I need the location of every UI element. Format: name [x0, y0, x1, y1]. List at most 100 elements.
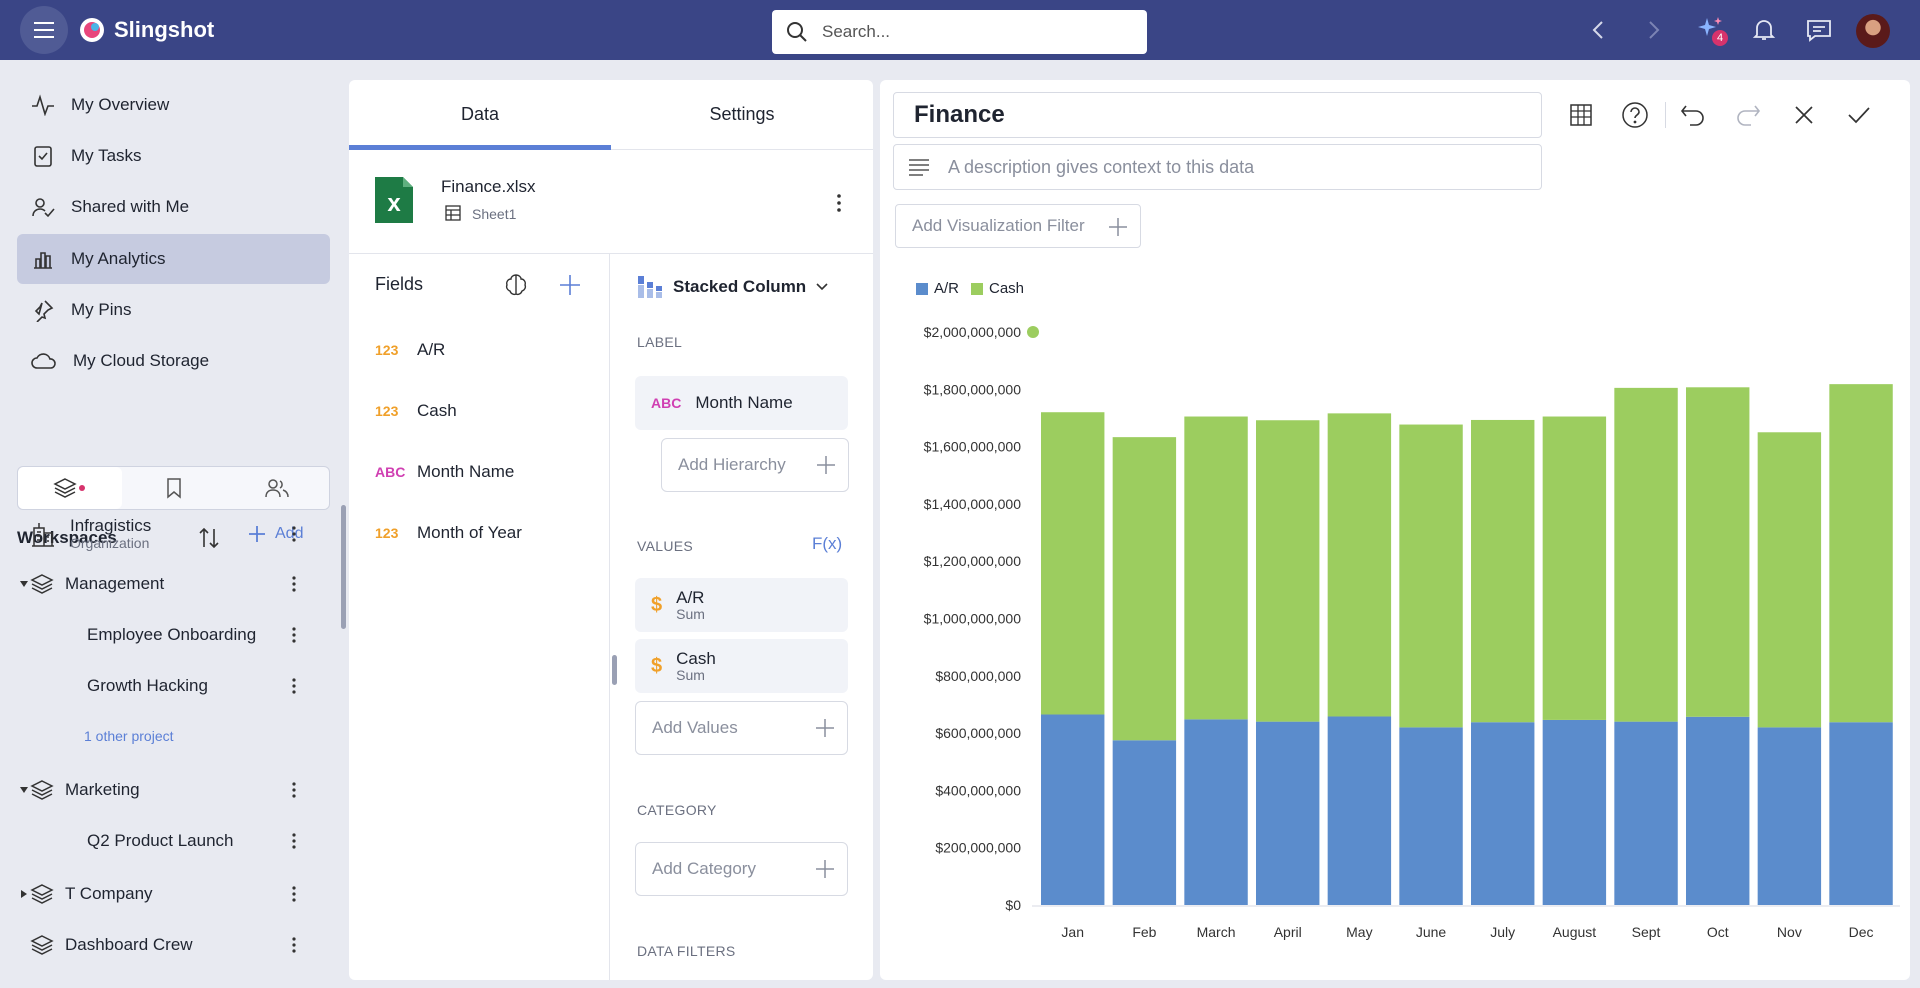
data-filters-section-title: DATA FILTERS	[637, 943, 736, 959]
sidebar-item-my-cloud-storage[interactable]: My Cloud Storage	[17, 336, 330, 386]
add-category-button[interactable]: Add Category	[635, 842, 848, 896]
forward-button[interactable]	[1638, 14, 1670, 46]
bar-ar[interactable]	[1327, 716, 1392, 905]
workspace-menu-button[interactable]	[284, 569, 304, 599]
workspace-menu-button[interactable]	[284, 519, 304, 549]
bookmarks-view-button[interactable]	[122, 467, 226, 509]
bar-ar[interactable]	[1184, 719, 1248, 905]
bar-ar[interactable]	[1542, 719, 1607, 905]
data-table-button[interactable]	[1564, 98, 1598, 132]
building-icon	[32, 523, 54, 547]
bar-cash[interactable]	[1041, 412, 1105, 715]
visualization-description-input[interactable]: A description gives context to this data	[893, 144, 1542, 190]
project-menu-button[interactable]	[284, 671, 304, 701]
close-button[interactable]	[1787, 98, 1821, 132]
visualization-title-input[interactable]: Finance	[893, 92, 1542, 138]
bar-ar[interactable]	[1829, 722, 1893, 905]
bar-cash[interactable]	[1829, 384, 1893, 723]
bar-cash[interactable]	[1471, 419, 1535, 723]
app-logo[interactable]: Slingshot	[78, 16, 214, 44]
field-month-of-year[interactable]: 123 Month of Year	[375, 513, 522, 553]
project-menu-button[interactable]	[284, 620, 304, 650]
sidebar-scrollbar[interactable]	[341, 505, 346, 629]
bar-ar[interactable]	[1614, 721, 1678, 905]
redo-button[interactable]	[1731, 98, 1765, 132]
data-source-row[interactable]: x Finance.xlsx Sheet1	[349, 151, 873, 254]
notification-count-badge: 4	[1712, 30, 1728, 46]
other-projects-link[interactable]: 1 other project	[84, 714, 174, 758]
bar-cash[interactable]	[1184, 416, 1248, 720]
tab-data[interactable]: Data	[349, 80, 611, 150]
project-menu-button[interactable]	[284, 826, 304, 856]
bar-cash[interactable]	[1327, 413, 1392, 717]
add-workspace-button[interactable]: Add	[247, 524, 303, 544]
legend-item-ar[interactable]: A/R	[916, 280, 959, 297]
bar-ar[interactable]	[1399, 727, 1463, 905]
sidebar-item-my-analytics[interactable]: My Analytics	[17, 234, 330, 284]
project-q2-product-launch[interactable]: Q2 Product Launch	[87, 819, 334, 863]
workspace-menu-button[interactable]	[284, 775, 304, 805]
help-button[interactable]	[1618, 98, 1652, 132]
ai-assistant-button[interactable]: 4	[1694, 14, 1728, 46]
project-employee-onboarding[interactable]: Employee Onboarding	[87, 613, 334, 657]
value-field-cash[interactable]: $ Cash Sum	[635, 639, 848, 693]
people-view-button[interactable]	[225, 467, 329, 509]
messages-button[interactable]	[1803, 14, 1835, 46]
data-source-menu-button[interactable]	[829, 191, 849, 215]
bar-cash[interactable]	[1256, 420, 1320, 722]
tab-settings[interactable]: Settings	[611, 80, 873, 149]
workspace-dashboard-crew[interactable]: Dashboard Crew	[30, 923, 334, 967]
bar-ar[interactable]	[1041, 714, 1105, 905]
dollar-icon: $	[651, 593, 663, 616]
bar-cash[interactable]	[1399, 424, 1463, 728]
bar-cash[interactable]	[1542, 416, 1607, 720]
bar-ar[interactable]	[1112, 740, 1177, 905]
label-field-month-name[interactable]: ABC Month Name	[635, 376, 848, 430]
kebab-icon	[292, 937, 296, 953]
bar-cash[interactable]	[1757, 432, 1822, 728]
bar-ar[interactable]	[1471, 722, 1535, 905]
workspace-menu-button[interactable]	[284, 930, 304, 960]
workspace-t-company[interactable]: T Company	[20, 872, 334, 916]
legend-item-cash[interactable]: Cash	[971, 280, 1024, 297]
notifications-button[interactable]	[1748, 14, 1780, 46]
formula-button[interactable]: F(x)	[812, 534, 843, 553]
sidebar-item-my-tasks[interactable]: My Tasks	[17, 131, 330, 181]
label-field-label: Month Name	[695, 393, 793, 412]
project-growth-hacking[interactable]: Growth Hacking	[87, 664, 334, 708]
bar-ar[interactable]	[1256, 721, 1320, 905]
sidebar-item-my-overview[interactable]: My Overview	[17, 80, 330, 130]
workspace-management[interactable]: Management	[20, 562, 334, 606]
hamburger-menu-button[interactable]	[20, 6, 68, 54]
user-avatar[interactable]	[1856, 14, 1890, 48]
bar-cash[interactable]	[1686, 387, 1750, 717]
bar-ar[interactable]	[1757, 727, 1822, 905]
field-cash[interactable]: 123 Cash	[375, 391, 457, 431]
visualization-type-dropdown[interactable]: Stacked Column	[637, 274, 828, 300]
back-button[interactable]	[1582, 14, 1614, 46]
workspace-menu-button[interactable]	[284, 879, 304, 909]
undo-button[interactable]	[1676, 98, 1710, 132]
sort-icon[interactable]	[197, 526, 221, 550]
add-field-icon[interactable]	[558, 273, 582, 297]
workspace-marketing[interactable]: Marketing	[20, 768, 334, 812]
panel-resize-handle[interactable]	[612, 655, 617, 685]
workspaces-view-button[interactable]	[18, 467, 122, 509]
confirm-button[interactable]	[1842, 98, 1876, 132]
search-input[interactable]: Search...	[772, 10, 1147, 54]
bar-ar[interactable]	[1686, 716, 1750, 905]
add-visualization-filter-button[interactable]: Add Visualization Filter	[895, 204, 1141, 248]
sidebar-item-shared-with-me[interactable]: Shared with Me	[17, 182, 330, 232]
brain-icon[interactable]	[503, 272, 529, 298]
add-values-button[interactable]: Add Values	[635, 701, 848, 755]
check-icon	[1848, 107, 1870, 124]
field-month-name[interactable]: ABC Month Name	[375, 452, 514, 492]
add-hierarchy-button[interactable]: Add Hierarchy	[661, 438, 849, 492]
sidebar-item-my-pins[interactable]: My Pins	[17, 285, 330, 335]
bar-cash[interactable]	[1112, 437, 1177, 741]
workspace-infragistics[interactable]: Infragistics Organization	[29, 508, 334, 560]
field-ar[interactable]: 123 A/R	[375, 330, 445, 370]
x-tick-label: Sept	[1632, 924, 1661, 940]
value-field-ar[interactable]: $ A/R Sum	[635, 578, 848, 632]
bar-cash[interactable]	[1614, 387, 1678, 722]
